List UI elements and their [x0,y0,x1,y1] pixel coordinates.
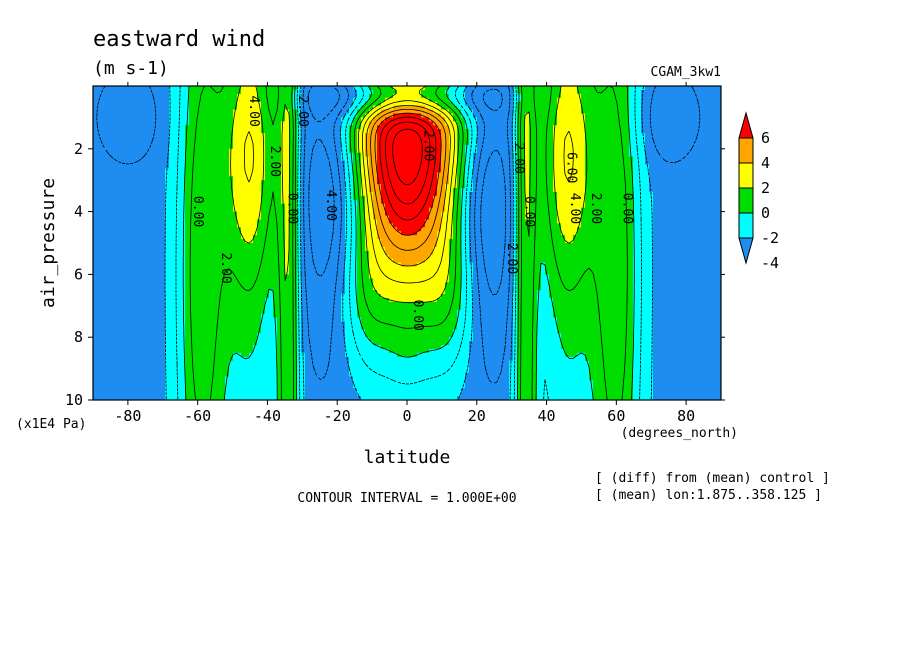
contour-label: 2.00 [295,95,310,126]
colorbar-arrow-bottom [738,237,754,265]
y-tick-label: 4 [74,203,83,221]
contour-label: 6.00 [563,152,578,183]
x-axis-ticks: -80 -60 -40 -20 0 20 40 60 80 [114,82,695,425]
contour-label: 4.00 [246,95,261,126]
colorbar-label: -4 [761,254,779,272]
chart-units: (m s-1) [93,58,169,79]
colorbar-label: 2 [761,179,770,197]
x-axis-label: latitude [364,447,451,468]
x-tick-label: 0 [402,407,411,425]
x-tick-label: 60 [607,407,625,425]
colorbar-segment [738,212,754,239]
y-tick-label: 2 [74,140,83,158]
x-tick-label: 40 [538,407,556,425]
x-tick-label: 20 [468,407,486,425]
colorbar-label: 4 [761,154,770,172]
x-tick-label: -60 [184,407,211,425]
contour-lines [96,86,701,400]
contour-label: 0.00 [190,196,205,227]
chart-title: eastward wind [93,27,265,52]
contour-label: 2.00 [511,143,526,174]
note-line-1: [ (diff) from (mean) control ] [595,471,830,486]
colorbar-label: -2 [761,229,779,247]
colorbar: 6 4 2 0 -2 -4 [738,111,779,272]
run-label: CGAM_3kw1 [651,65,721,80]
contour-label: 4.00 [323,190,338,221]
contour-labels: 4.00 2.00 2.00 0.00 0.00 2.00 4.00 2.00 2.00 2.00… [190,95,634,330]
x-tick-label: -80 [114,407,141,425]
contour-label: 0.00 [619,193,634,224]
y-tick-label: 8 [74,328,83,346]
colorbar-segment [738,137,754,164]
contour-interval-text: CONTOUR INTERVAL = 1.000E+00 [297,491,516,506]
y-axis-ticks: 2 4 6 8 10 [65,140,725,409]
contour-label: 2.00 [267,146,282,177]
contour-label: 0.00 [522,196,537,227]
colorbar-label: 6 [761,129,770,147]
colorbar-segment [738,187,754,214]
y-axis-label: air_pressure [38,178,59,308]
x-axis-units: (degrees_north) [621,426,738,441]
y-tick-label: 6 [74,265,83,283]
contour-label: 2.00 [588,193,603,224]
note-line-2: [ (mean) lon:1.875..358.125 ] [595,488,822,503]
contour-label: 0.00 [284,193,299,224]
colorbar-segment [738,162,754,189]
x-tick-label: 80 [677,407,695,425]
contour-label: 2.00 [420,130,435,161]
y-axis-units: (x1E4 Pa) [16,417,86,432]
x-tick-label: -40 [254,407,281,425]
contour-label: 2.00 [218,252,233,283]
contour-label: 4.00 [567,193,582,224]
y-tick-label: 10 [65,391,83,409]
colorbar-label: 0 [761,204,770,222]
x-tick-label: -20 [324,407,351,425]
colorbar-arrow-top [738,111,754,139]
contour-label: 0.00 [410,300,425,331]
contour-label: 2.00 [504,243,519,274]
filled-field [93,86,721,400]
